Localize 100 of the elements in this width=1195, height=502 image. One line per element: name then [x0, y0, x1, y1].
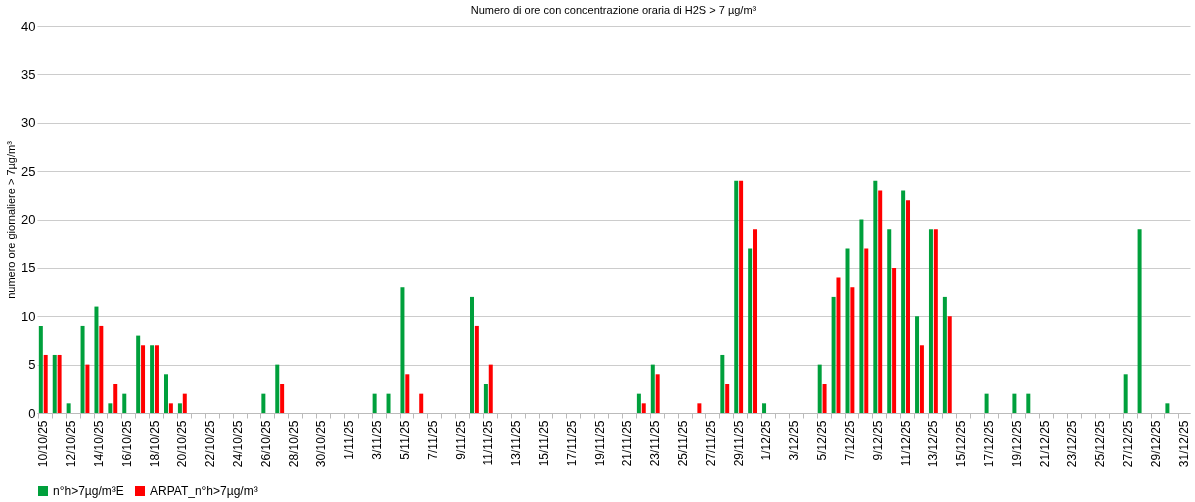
- bar: [845, 248, 850, 413]
- x-tick-label: 17/11/25: [564, 420, 579, 467]
- bar: [739, 180, 744, 413]
- x-tick-label: 15/11/25: [536, 420, 551, 467]
- bar: [85, 364, 90, 413]
- x-tick-label: 27/11/25: [703, 420, 718, 467]
- x-tick-label: 3/12/25: [787, 420, 802, 461]
- x-tick-label: 28/10/25: [286, 420, 301, 468]
- x-tick-label: 5/12/25: [815, 420, 830, 461]
- bar: [154, 345, 159, 413]
- x-tick-label: 26/10/25: [258, 420, 273, 468]
- bar: [1165, 403, 1170, 413]
- bar: [275, 364, 280, 413]
- x-tick-label: 15/12/25: [954, 420, 969, 468]
- bar: [94, 306, 99, 413]
- x-tick-label: 9/11/25: [453, 420, 468, 460]
- bar: [419, 393, 424, 413]
- x-tick-label: 23/11/25: [648, 420, 663, 467]
- bar: [901, 190, 906, 413]
- bar: [697, 403, 702, 413]
- x-tick-label: 1/12/25: [759, 420, 774, 461]
- x-tick-label: 12/10/25: [64, 420, 79, 468]
- x-tick-label: 13/11/25: [509, 420, 524, 467]
- bar: [108, 403, 113, 413]
- bar: [864, 248, 869, 413]
- bar: [822, 383, 827, 413]
- x-tick-label: 17/12/25: [982, 420, 997, 468]
- bar: [38, 325, 43, 413]
- bar: [933, 229, 938, 413]
- bar: [99, 325, 104, 413]
- bar: [984, 393, 989, 413]
- x-tick-label: 16/10/25: [119, 420, 134, 468]
- x-tick-label: 18/10/25: [147, 420, 162, 468]
- bar: [372, 393, 377, 413]
- bar: [720, 354, 725, 413]
- bar: [177, 403, 182, 413]
- bar: [474, 325, 479, 413]
- y-tick-label: 40: [21, 18, 36, 34]
- bar: [836, 277, 841, 413]
- bar: [57, 354, 62, 413]
- x-tick-label: 31/12/25: [1176, 420, 1191, 468]
- chart-title: Numero di ore con concentrazione oraria di H2S > 7 µg/m³: [470, 4, 757, 16]
- bar: [386, 393, 391, 413]
- y-tick-label: 0: [28, 405, 36, 421]
- x-tick-label: 24/10/25: [230, 420, 245, 468]
- bar: [878, 190, 883, 413]
- bar: [734, 180, 739, 413]
- bar: [43, 354, 48, 413]
- x-tick-label: 10/10/25: [36, 420, 51, 468]
- bar: [636, 393, 641, 413]
- bar: [122, 393, 127, 413]
- x-tick-label: 11/11/25: [481, 420, 496, 466]
- bar: [919, 345, 924, 413]
- bar: [52, 354, 57, 413]
- x-tick-label: 5/11/25: [397, 420, 412, 460]
- x-tick-label: 23/12/25: [1065, 420, 1080, 468]
- bar: [150, 345, 155, 413]
- x-tick-label: 1/11/25: [342, 420, 357, 460]
- x-tick-label: 21/11/25: [620, 420, 635, 467]
- bar: [405, 374, 410, 413]
- bar: [400, 287, 405, 413]
- bar: [859, 219, 864, 413]
- bar: [873, 180, 878, 413]
- x-tick-label: 27/12/25: [1121, 420, 1136, 468]
- x-tick-label: 14/10/25: [91, 420, 106, 468]
- bar: [80, 325, 85, 413]
- x-tick-label: 29/11/25: [731, 420, 746, 467]
- bar: [762, 403, 767, 413]
- y-axis-title: numero ore giornaliere > 7µg/m³: [5, 140, 18, 299]
- bar: [928, 229, 933, 413]
- bar: [136, 335, 141, 413]
- bar: [655, 374, 660, 413]
- bar: [650, 364, 655, 413]
- x-tick-label: 22/10/25: [203, 420, 218, 468]
- x-tick-label: 19/12/25: [1009, 420, 1024, 468]
- y-tick-label: 5: [28, 357, 36, 373]
- bar: [817, 364, 822, 413]
- x-tick-label: 25/11/25: [676, 420, 691, 467]
- x-tick-label: 11/12/25: [898, 420, 913, 467]
- x-tick-label: 21/12/25: [1037, 420, 1052, 468]
- x-tick-label: 29/12/25: [1148, 420, 1163, 468]
- y-tick-label: 25: [21, 163, 36, 179]
- bar: [483, 383, 488, 413]
- x-tick-label: 30/10/25: [314, 420, 329, 468]
- x-tick-label: 7/11/25: [425, 420, 440, 460]
- bar: [168, 403, 173, 413]
- y-tick-label: 20: [21, 212, 36, 227]
- bar: [280, 383, 285, 413]
- bar: [887, 229, 892, 413]
- bar: [469, 296, 474, 413]
- bar: [1012, 393, 1017, 413]
- x-tick-label: 25/12/25: [1093, 420, 1108, 468]
- x-tick-label: 20/10/25: [175, 420, 190, 468]
- y-tick-label: 15: [21, 260, 36, 276]
- bar: [831, 296, 836, 413]
- bar: [641, 403, 646, 413]
- bar: [942, 296, 947, 413]
- bar: [113, 383, 118, 413]
- bar: [725, 383, 730, 413]
- x-tick-label: 3/11/25: [370, 420, 385, 460]
